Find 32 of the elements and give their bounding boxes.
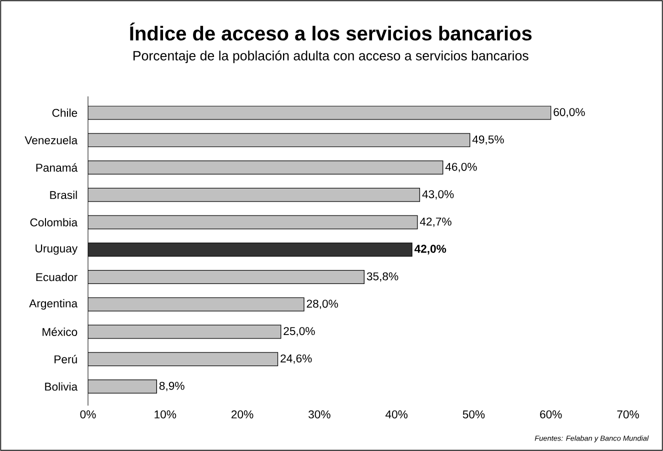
- y-tick-label: Venezuela: [24, 136, 78, 144]
- data-label: 25,0%: [284, 327, 315, 336]
- y-tick-label: Argentina: [29, 299, 78, 310]
- y-tick-label: Uruguay: [36, 244, 78, 255]
- x-tick-label: 70%: [617, 410, 639, 418]
- data-label: 28,0%: [306, 300, 338, 310]
- x-tick-label: 20%: [232, 410, 254, 418]
- data-label: 8,9%: [159, 382, 184, 392]
- x-tick-label: 0%: [80, 410, 96, 418]
- y-tick-label: Chile: [52, 108, 78, 117]
- data-label: 49,5%: [472, 135, 504, 145]
- x-tick-label: 10%: [154, 410, 176, 418]
- x-tick-label: 40%: [385, 410, 408, 418]
- data-label: 42,7%: [420, 218, 452, 227]
- data-label: 24,6%: [280, 354, 312, 364]
- data-label: 42,0%: [414, 244, 446, 254]
- data-label: 60,0%: [554, 108, 585, 118]
- y-tick-label: Ecuador: [36, 272, 78, 282]
- x-tick-label: 30%: [308, 410, 330, 418]
- data-label: 46,0%: [445, 162, 477, 172]
- y-tick-label: Perú: [54, 354, 77, 364]
- x-tick-label: 50%: [462, 410, 485, 418]
- data-label: 35,8%: [366, 272, 398, 282]
- y-tick-label: Colombia: [30, 218, 78, 226]
- y-tick-label: Brasil: [50, 190, 77, 200]
- y-tick-label: Panamá: [36, 163, 78, 172]
- y-tick-label: Bolivia: [45, 382, 78, 391]
- data-label: 43,0%: [422, 190, 454, 200]
- chart-title: Índice de acceso a los servicios bancarios: [130, 22, 532, 41]
- y-tick-label: México: [42, 328, 78, 336]
- x-tick-label: 60%: [540, 410, 562, 418]
- chart-subtitle: Porcentaje de la población adulta con acceso a servicios bancarios: [133, 50, 528, 64]
